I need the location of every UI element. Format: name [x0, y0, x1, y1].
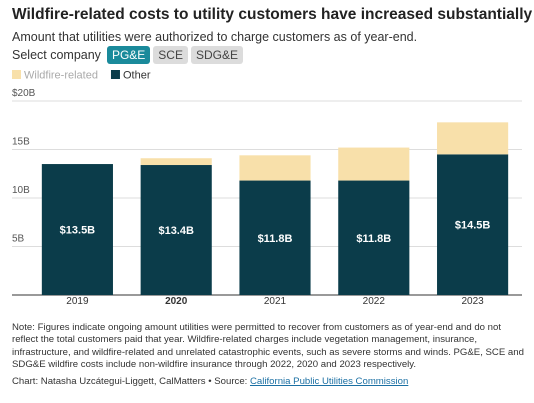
bar-segment: [140, 158, 212, 166]
credit-text: Chart: Natasha Uzcátegui-Liggett, CalMat…: [12, 376, 250, 387]
note: Note: Figures indicate ongoing amount ut…: [12, 322, 524, 370]
bar-segment: [239, 180, 311, 295]
data-label: $13.4B: [158, 225, 194, 237]
bar-segment: [437, 154, 509, 295]
chart-title: Wildfire-related costs to utility custom…: [12, 6, 533, 23]
bar-segment: [41, 164, 113, 295]
x-tick-label: 2022: [363, 296, 386, 307]
bar-segment: [140, 165, 212, 295]
bar-segment: [338, 180, 410, 295]
data-label: $13.5B: [60, 225, 96, 237]
credit: Chart: Natasha Uzcátegui-Liggett, CalMat…: [12, 376, 408, 387]
chart: Wildfire-related Other 5B 10B 15B $20B 2019 $13…: [12, 70, 522, 307]
company-button[interactable]: SCE: [153, 46, 188, 64]
x-tick-label: 2020: [165, 296, 188, 307]
y-tick-label: $20B: [12, 88, 36, 99]
source-link[interactable]: California Public Utilities Commission: [249, 376, 409, 387]
x-tick-label: 2021: [264, 296, 287, 307]
legend-label: Wildfire-related: [24, 70, 98, 82]
company-selector: Select company PG&E SCE SDG&E: [12, 46, 243, 64]
x-tick-label: 2023: [461, 296, 484, 307]
bar-segment: [239, 155, 311, 181]
data-label: $14.5B: [455, 220, 491, 232]
legend-swatch: [110, 70, 120, 79]
selector-label: Select company: [12, 48, 101, 62]
chart-subtitle: Amount that utilities were authorized to…: [12, 30, 418, 44]
company-button[interactable]: PG&E: [106, 46, 151, 64]
data-label: $11.8B: [356, 233, 391, 245]
bar-segment: [338, 147, 410, 181]
y-tick-label: 10B: [12, 185, 30, 196]
data-label: $11.8B: [258, 233, 293, 245]
y-tick-label: 5B: [12, 234, 25, 245]
y-tick-label: 15B: [12, 137, 30, 148]
company-button[interactable]: SDG&E: [190, 46, 243, 64]
x-tick-label: 2019: [66, 296, 89, 307]
legend-label: Other: [123, 70, 151, 82]
legend-swatch: [12, 70, 21, 79]
bar-segment: [437, 122, 509, 155]
